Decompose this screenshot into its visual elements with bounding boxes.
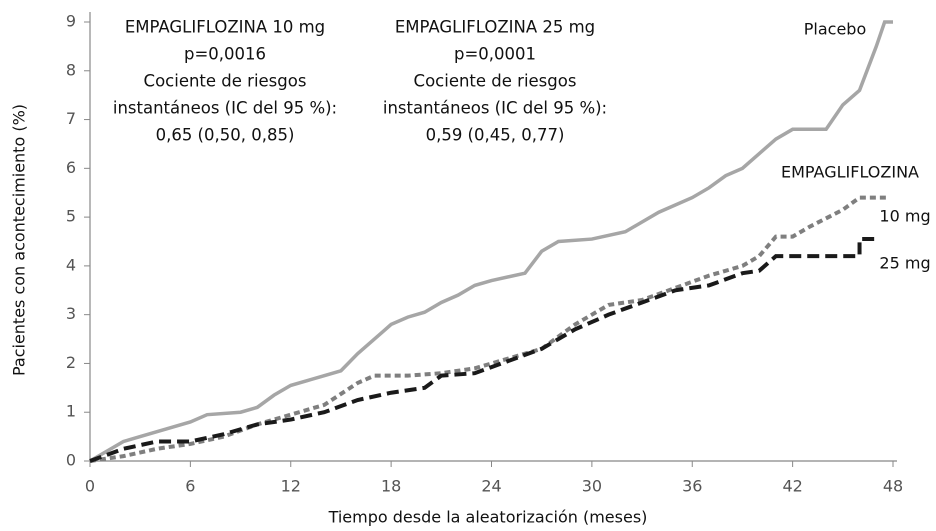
series-line	[89, 20, 893, 463]
annotation: EMPAGLIFLOZINA 10 mg	[125, 18, 325, 37]
annotation: 0,65 (0,50, 0,85)	[156, 126, 295, 145]
annotation: Cociente de riesgos	[414, 72, 577, 91]
group-label: EMPAGLIFLOZINA	[781, 163, 919, 182]
y-tick-label: 6	[66, 158, 76, 177]
x-tick-label: 6	[185, 477, 195, 496]
y-tick-label: 7	[66, 109, 76, 128]
y-tick-label: 5	[66, 207, 76, 226]
annotation: instantáneos (IC del 95 %):	[383, 99, 607, 118]
series-label: Placebo	[804, 20, 866, 39]
series-line	[89, 195, 888, 463]
series-label: 25 mg	[879, 254, 930, 273]
annotation: Cociente de riesgos	[144, 72, 307, 91]
y-tick-label: 9	[66, 12, 76, 31]
annotation: instantáneos (IC del 95 %):	[113, 99, 337, 118]
y-tick-label: 3	[66, 304, 76, 323]
y-tick-label: 4	[66, 255, 76, 274]
x-axis-label: Tiempo desde la aleatorización (meses)	[328, 508, 648, 527]
y-tick-label: 0	[66, 451, 76, 470]
annotation: p=0,0016	[184, 45, 266, 64]
series-label: 10 mg	[879, 207, 930, 226]
annotation: p=0,0001	[454, 45, 536, 64]
x-tick-label: 24	[481, 477, 501, 496]
annotation: 0,59 (0,45, 0,77)	[426, 126, 565, 145]
x-tick-label: 12	[281, 477, 301, 496]
x-tick-label: 36	[682, 477, 702, 496]
x-tick-label: 48	[883, 477, 903, 496]
y-tick-label: 1	[66, 402, 76, 421]
series-line	[89, 237, 877, 463]
annotation: EMPAGLIFLOZINA 25 mg	[395, 18, 595, 37]
y-tick-label: 8	[66, 60, 76, 79]
y-axis-label: Pacientes con acontecimiento (%)	[10, 104, 29, 376]
x-tick-label: 0	[85, 477, 95, 496]
y-tick-label: 2	[66, 353, 76, 372]
x-tick-label: 42	[782, 477, 802, 496]
x-tick-label: 18	[381, 477, 401, 496]
x-tick-label: 30	[582, 477, 602, 496]
